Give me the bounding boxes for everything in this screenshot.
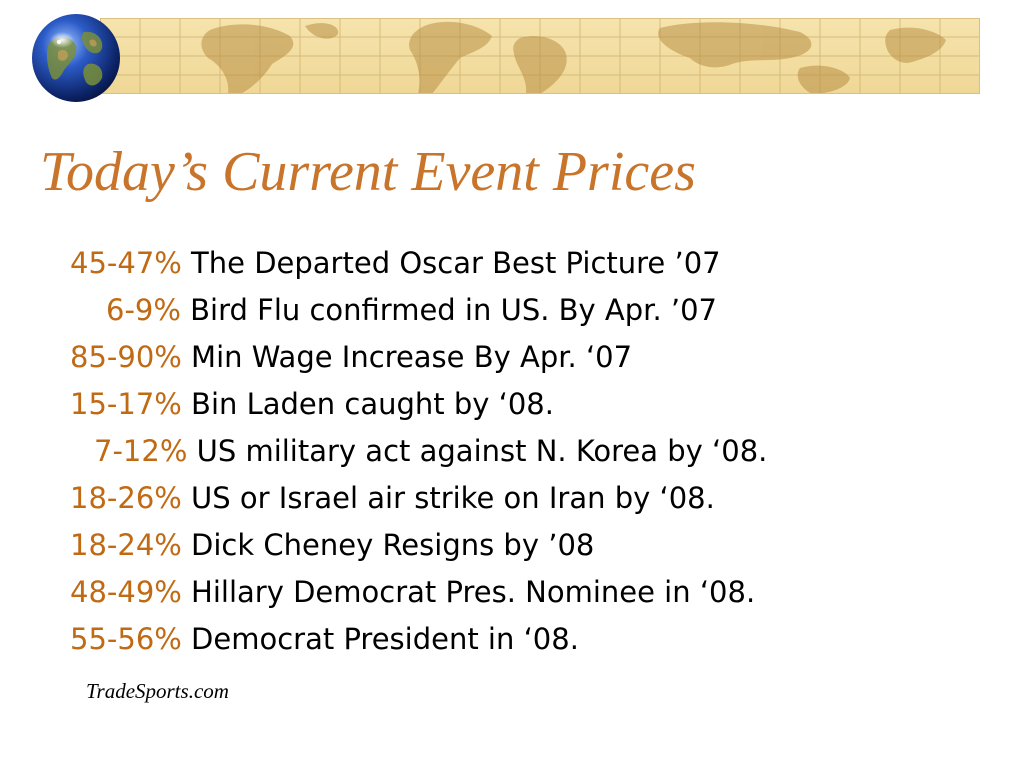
event-description: Bird Flu confirmed in US. By Apr. ’07 <box>190 293 717 327</box>
list-item: 18-24% Dick Cheney Resigns by ’08 <box>70 522 767 569</box>
list-item: 18-26% US or Israel air strike on Iran b… <box>70 475 767 522</box>
list-item: 15-17% Bin Laden caught by ‘08. <box>70 381 767 428</box>
event-description: Bin Laden caught by ‘08. <box>191 387 554 421</box>
event-price-list: 45-47% The Departed Oscar Best Picture ’… <box>70 240 767 663</box>
event-description: Min Wage Increase By Apr. ‘07 <box>191 340 633 374</box>
price-percent: 6-9% <box>106 293 181 327</box>
source-credit: TradeSports.com <box>86 679 229 703</box>
price-percent: 18-24% <box>70 528 182 562</box>
list-item: 45-47% The Departed Oscar Best Picture ’… <box>70 240 767 287</box>
event-description: Dick Cheney Resigns by ’08 <box>191 528 595 562</box>
world-map-banner <box>100 18 980 94</box>
list-item: 55-56% Democrat President in ‘08. <box>70 616 767 663</box>
event-description: Hillary Democrat Pres. Nominee in ‘08. <box>191 575 756 609</box>
price-percent: 18-26% <box>70 481 182 515</box>
price-percent: 48-49% <box>70 575 182 609</box>
list-item: 6-9% Bird Flu confirmed in US. By Apr. ’… <box>70 287 767 334</box>
globe-icon <box>32 14 120 102</box>
price-percent: 85-90% <box>70 340 182 374</box>
list-item: 85-90% Min Wage Increase By Apr. ‘07 <box>70 334 767 381</box>
price-percent: 15-17% <box>70 387 182 421</box>
slide-title: Today’s Current Event Prices <box>40 141 696 203</box>
list-item: 48-49% Hillary Democrat Pres. Nominee in… <box>70 569 767 616</box>
event-description: US military act against N. Korea by ‘08. <box>196 434 768 468</box>
list-item: 7-12% US military act against N. Korea b… <box>70 428 767 475</box>
event-description: Democrat President in ‘08. <box>191 622 579 656</box>
event-description: US or Israel air strike on Iran by ‘08. <box>191 481 715 515</box>
event-description: The Departed Oscar Best Picture ’07 <box>191 246 721 280</box>
price-percent: 55-56% <box>70 622 182 656</box>
price-percent: 7-12% <box>94 434 188 468</box>
price-percent: 45-47% <box>70 246 182 280</box>
